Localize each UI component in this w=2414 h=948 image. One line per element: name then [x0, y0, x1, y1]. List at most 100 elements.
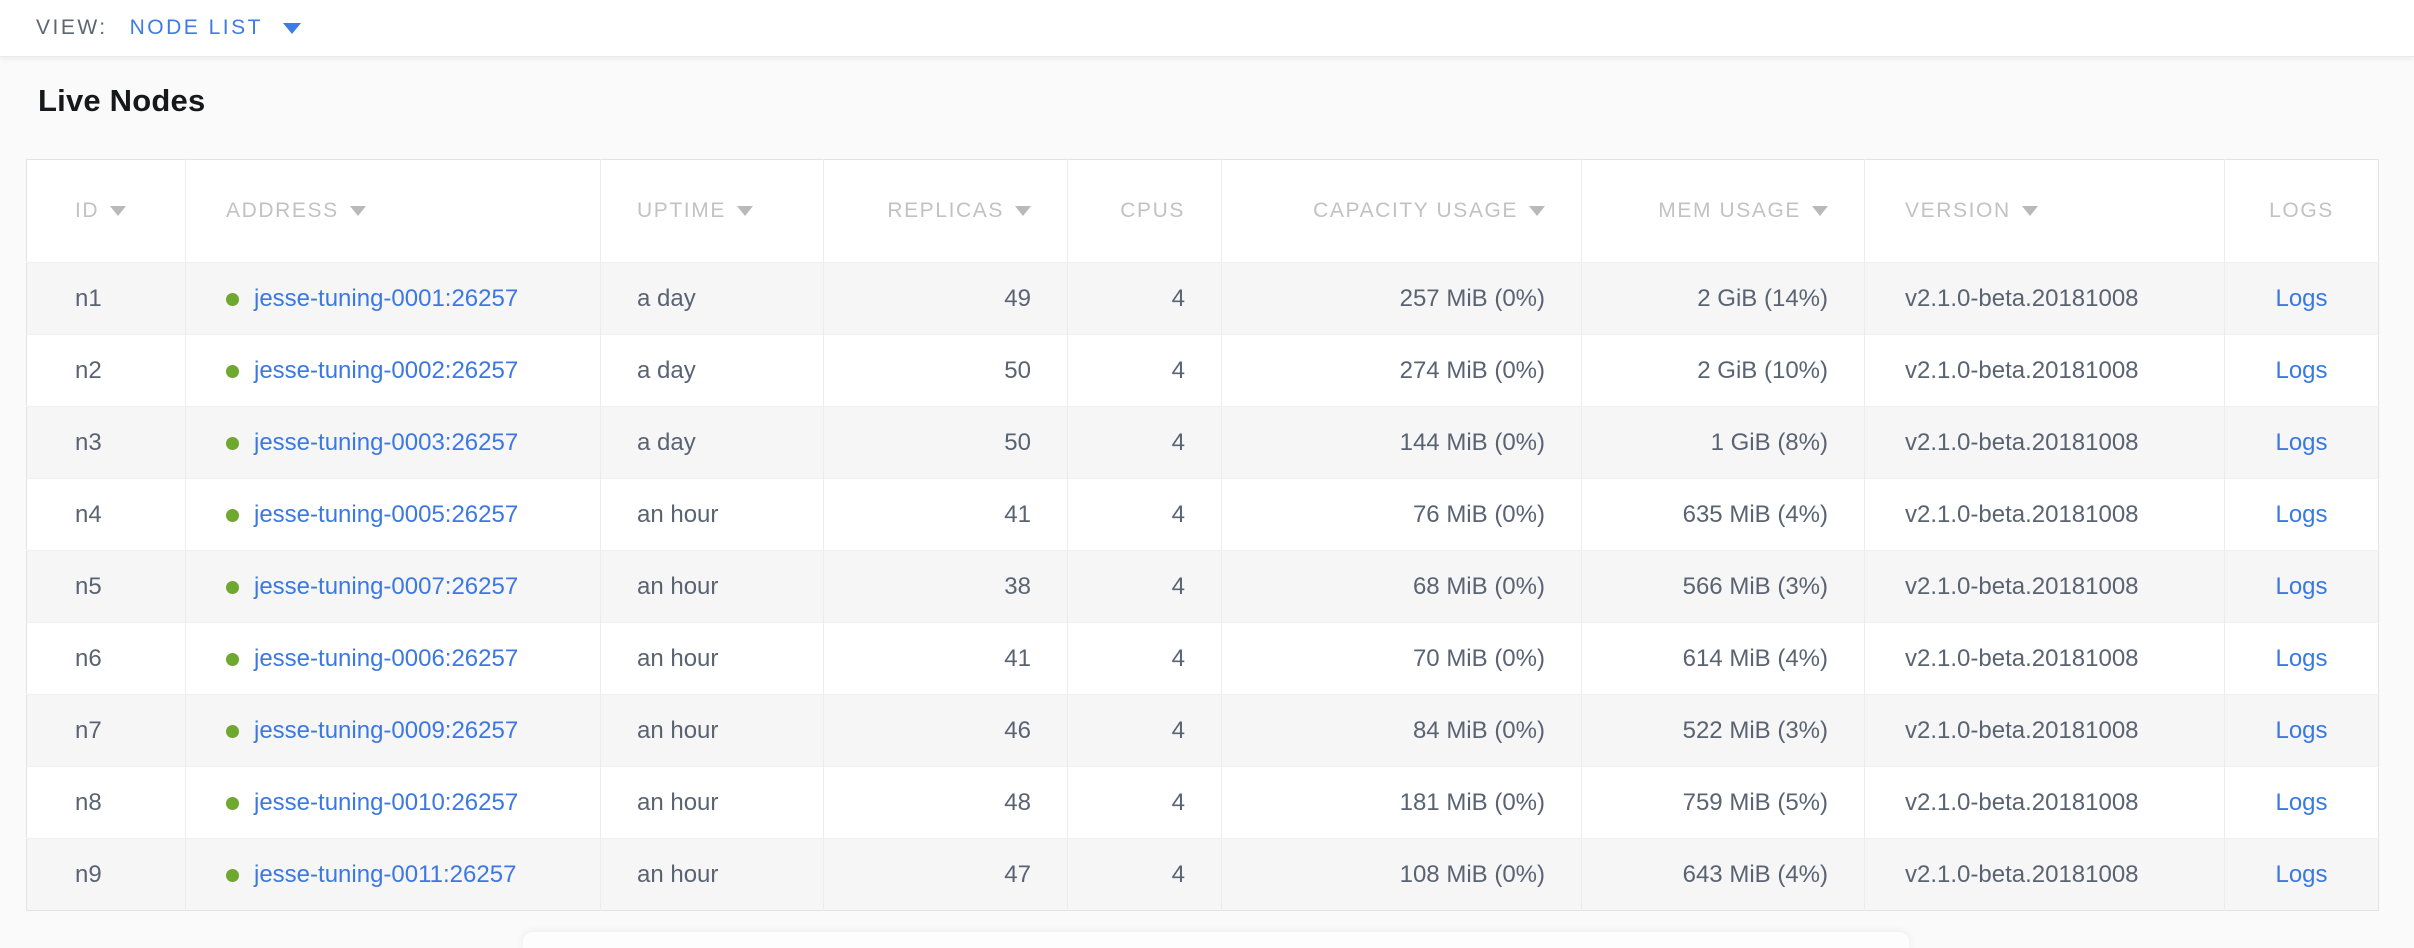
cell-cpus: 4 — [1067, 406, 1222, 479]
cell-uptime: an hour — [600, 550, 824, 623]
cell-version: v2.1.0-beta.20181008 — [1864, 334, 2225, 407]
cell-address: jesse-tuning-0003:26257 — [185, 406, 601, 479]
live-dot-icon — [226, 868, 239, 882]
sort-arrow-down-icon — [1529, 206, 1545, 217]
cell-mem: 643 MiB (4%) — [1581, 838, 1865, 911]
next-panel-top-edge — [523, 932, 1909, 948]
cell-version: v2.1.0-beta.20181008 — [1864, 694, 2225, 767]
cell-address: jesse-tuning-0007:26257 — [185, 550, 601, 623]
view-selector-dropdown[interactable]: NODE LIST — [130, 16, 301, 40]
table-header-row: ID ADDRESS UPTIME REPLICAS CPUS CAPACITY USAG… — [26, 159, 2379, 263]
cell-logs: Logs — [2224, 838, 2379, 911]
cell-replicas: 50 — [823, 406, 1068, 479]
table-body: n1 jesse-tuning-0001:26257 a day 49 4 257 MiB… — [26, 262, 2379, 911]
column-header-id[interactable]: ID — [26, 159, 186, 263]
column-header-capacity[interactable]: CAPACITY USAGE — [1221, 159, 1582, 263]
node-logs-link[interactable]: Logs — [2275, 572, 2328, 600]
column-header-label: CPUS — [1120, 199, 1185, 222]
cell-capacity: 108 MiB (0%) — [1221, 838, 1582, 911]
sort-arrow-down-icon — [736, 206, 753, 217]
column-header-label: CAPACITY USAGE — [1313, 199, 1518, 222]
cell-mem: 2 GiB (14%) — [1581, 262, 1865, 335]
cell-uptime: an hour — [600, 694, 824, 767]
cell-address: jesse-tuning-0005:26257 — [185, 478, 601, 551]
node-logs-link[interactable]: Logs — [2275, 500, 2328, 528]
column-header-label: VERSION — [1905, 199, 2011, 222]
cell-logs: Logs — [2224, 694, 2379, 767]
view-selected-value: NODE LIST — [129, 16, 263, 39]
column-header-uptime[interactable]: UPTIME — [600, 159, 824, 263]
node-logs-link[interactable]: Logs — [2275, 644, 2328, 672]
node-row-n9: n9 jesse-tuning-0011:26257 an hour 47 4 108 M… — [26, 838, 2379, 911]
node-row-n1: n1 jesse-tuning-0001:26257 a day 49 4 257 MiB… — [26, 262, 2379, 335]
node-row-n7: n7 jesse-tuning-0009:26257 an hour 46 4 84 Mi… — [26, 694, 2379, 767]
live-dot-icon — [226, 580, 239, 594]
node-logs-link[interactable]: Logs — [2275, 284, 2328, 312]
cell-replicas: 41 — [823, 622, 1068, 695]
cell-replicas: 47 — [823, 838, 1068, 911]
node-address-link[interactable]: jesse-tuning-0009:26257 — [254, 716, 519, 744]
cell-address: jesse-tuning-0011:26257 — [185, 838, 601, 911]
cell-mem: 566 MiB (3%) — [1581, 550, 1865, 623]
node-logs-link[interactable]: Logs — [2275, 860, 2328, 888]
page-title: Live Nodes — [38, 83, 206, 118]
cell-uptime: a day — [600, 406, 824, 479]
cell-logs: Logs — [2224, 406, 2379, 479]
column-header-mem[interactable]: MEM USAGE — [1581, 159, 1865, 263]
cell-replicas: 49 — [823, 262, 1068, 335]
node-address-link[interactable]: jesse-tuning-0001:26257 — [254, 284, 519, 312]
node-address-link[interactable]: jesse-tuning-0005:26257 — [254, 500, 519, 528]
cell-mem: 635 MiB (4%) — [1581, 478, 1865, 551]
node-address-link[interactable]: jesse-tuning-0011:26257 — [254, 860, 517, 888]
cell-capacity: 84 MiB (0%) — [1221, 694, 1582, 767]
sort-arrow-down-icon — [349, 206, 366, 217]
cell-id: n4 — [75, 500, 102, 528]
cell-version: v2.1.0-beta.20181008 — [1864, 838, 2225, 911]
column-header-version[interactable]: VERSION — [1864, 159, 2225, 263]
view-label: VIEW: — [36, 16, 108, 39]
cell-replicas: 41 — [823, 478, 1068, 551]
cell-version: v2.1.0-beta.20181008 — [1864, 406, 2225, 479]
node-row-n3: n3 jesse-tuning-0003:26257 a day 50 4 144 MiB… — [26, 406, 2379, 479]
cell-uptime: an hour — [600, 478, 824, 551]
node-logs-link[interactable]: Logs — [2275, 788, 2328, 816]
cell-capacity: 70 MiB (0%) — [1221, 622, 1582, 695]
node-address-link[interactable]: jesse-tuning-0007:26257 — [254, 572, 519, 600]
node-row-n8: n8 jesse-tuning-0010:26257 an hour 48 4 181 M… — [26, 766, 2379, 839]
cell-cpus: 4 — [1067, 622, 1222, 695]
cell-uptime: a day — [600, 334, 824, 407]
cell-cpus: 4 — [1067, 766, 1222, 839]
node-row-n5: n5 jesse-tuning-0007:26257 an hour 38 4 68 Mi… — [26, 550, 2379, 623]
node-logs-link[interactable]: Logs — [2275, 356, 2328, 384]
column-header-label: UPTIME — [637, 199, 726, 222]
cell-logs: Logs — [2224, 334, 2379, 407]
cell-cpus: 4 — [1067, 838, 1222, 911]
cell-mem: 614 MiB (4%) — [1581, 622, 1865, 695]
live-nodes-table: ID ADDRESS UPTIME REPLICAS CPUS CAPACITY USAG… — [26, 159, 2379, 911]
node-row-n4: n4 jesse-tuning-0005:26257 an hour 41 4 76 Mi… — [26, 478, 2379, 551]
node-address-link[interactable]: jesse-tuning-0006:26257 — [254, 644, 519, 672]
cell-capacity: 274 MiB (0%) — [1221, 334, 1582, 407]
cell-address: jesse-tuning-0009:26257 — [185, 694, 601, 767]
node-logs-link[interactable]: Logs — [2275, 428, 2328, 456]
node-address-link[interactable]: jesse-tuning-0002:26257 — [254, 356, 519, 384]
cell-id: n3 — [75, 428, 102, 456]
column-header-address[interactable]: ADDRESS — [185, 159, 601, 263]
live-dot-icon — [226, 508, 239, 522]
cell-capacity: 144 MiB (0%) — [1221, 406, 1582, 479]
node-address-link[interactable]: jesse-tuning-0003:26257 — [254, 428, 519, 456]
live-nodes-table-container: ID ADDRESS UPTIME REPLICAS CPUS CAPACITY USAG… — [26, 159, 2379, 911]
cell-replicas: 50 — [823, 334, 1068, 407]
cell-replicas: 38 — [823, 550, 1068, 623]
node-logs-link[interactable]: Logs — [2275, 716, 2328, 744]
cell-capacity: 181 MiB (0%) — [1221, 766, 1582, 839]
cell-capacity: 76 MiB (0%) — [1221, 478, 1582, 551]
cell-cpus: 4 — [1067, 262, 1222, 335]
cell-version: v2.1.0-beta.20181008 — [1864, 622, 2225, 695]
live-dot-icon — [226, 796, 239, 810]
node-address-link[interactable]: jesse-tuning-0010:26257 — [254, 788, 519, 816]
column-header-replicas[interactable]: REPLICAS — [823, 159, 1068, 263]
cell-version: v2.1.0-beta.20181008 — [1864, 766, 2225, 839]
cell-cpus: 4 — [1067, 550, 1222, 623]
chevron-down-icon — [282, 22, 301, 34]
